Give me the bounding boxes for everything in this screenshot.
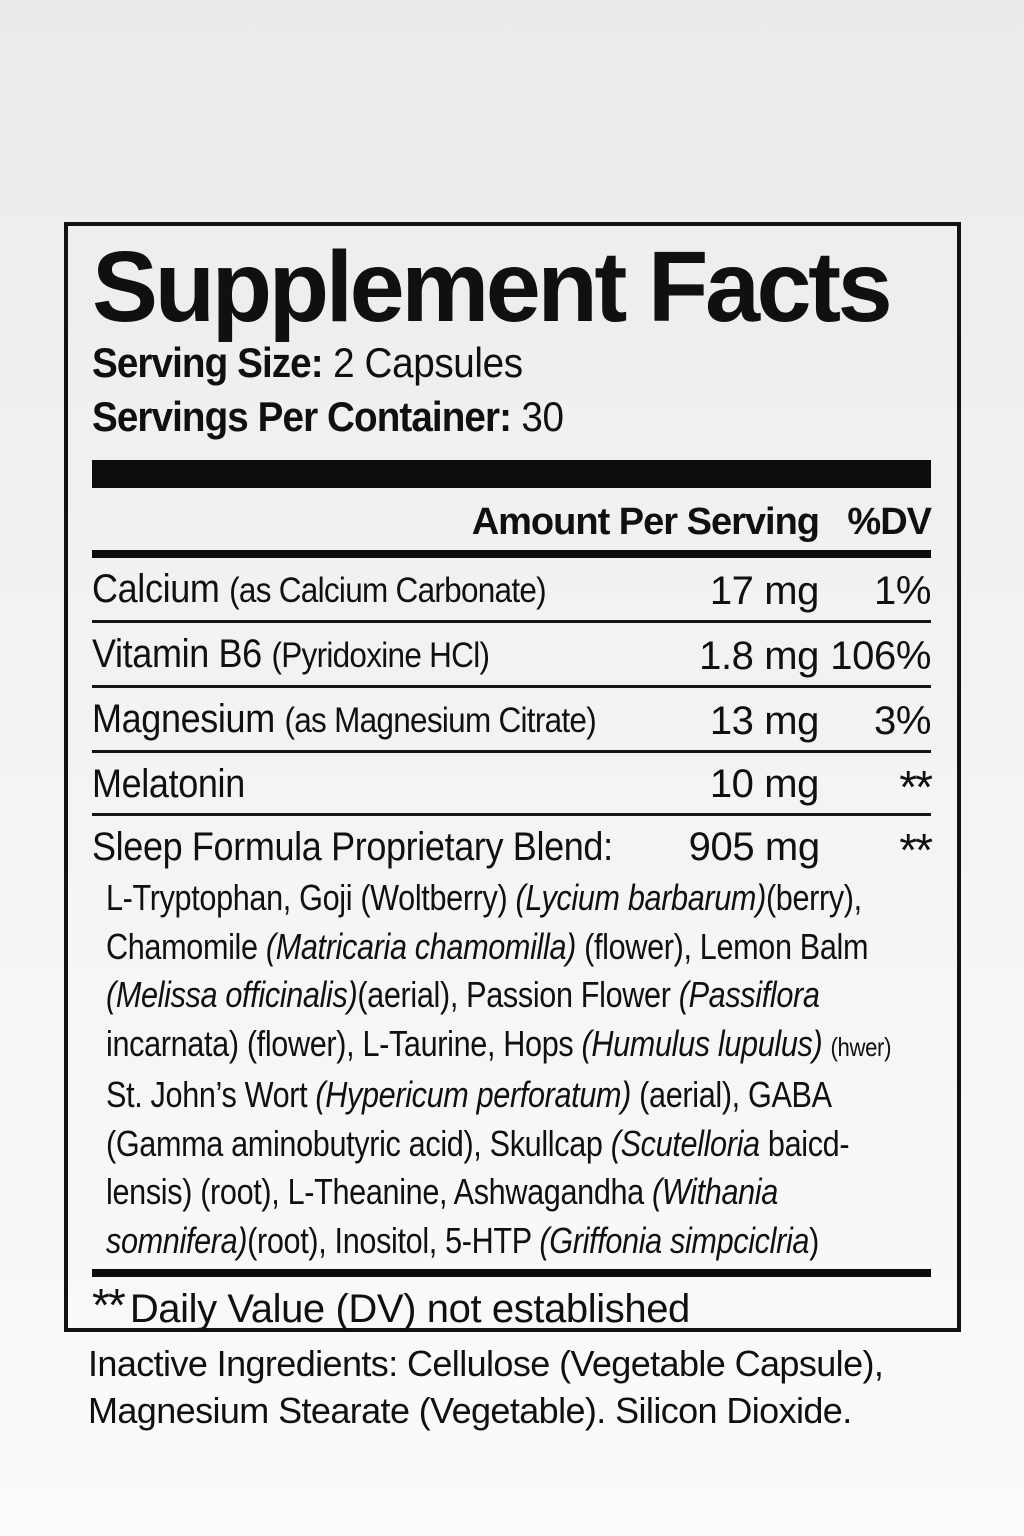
table-row: Magnesium (as Magnesium Citrate) 13 mg 3… (92, 688, 931, 753)
blend-ingredients-line: St. John’s Wort (Hypericum perforatum) (… (106, 1074, 832, 1115)
blend-ingredients-line: Chamomile (Matricaria chamomilla) (flowe… (106, 925, 869, 967)
serving-size-line: Serving Size: 2 Capsules (92, 336, 864, 390)
blend-ingredients-line: incarnata) (flower), L-Taurine, Hops (Hu… (106, 1022, 892, 1064)
nutrient-dv-asterisks: ** (899, 761, 933, 813)
nutrient-amount: 1.8 mg (699, 634, 819, 678)
amount-per-serving-header: Amount Per Serving (471, 501, 820, 543)
blend-ingredients-line: L-Tryptophan, Goji (Woltberry) (Lycium b… (106, 877, 862, 918)
nutrient-amount: 17 mg (709, 569, 820, 613)
nutrient-amount: 13 mg (709, 699, 820, 743)
table-row: Calcium (as Calcium Carbonate) 17 mg 1% (92, 558, 931, 623)
nutrient-name: Calcium (as Calcium Carbonate) (92, 567, 547, 611)
blend-name: Sleep Formula Proprietary Blend: (92, 825, 613, 869)
blend-ingredients-line: (Gamma aminobutyric acid), Skullcap (Scu… (106, 1122, 850, 1164)
servings-per-container-line: Servings Per Container: 30 (92, 390, 864, 444)
inactive-ingredients-line: Inactive Ingredients: Cellulose (Vegetab… (88, 1343, 884, 1384)
blend-ingredients-line: lensis) (root), L-Theanine, Ashwagandha … (106, 1171, 778, 1212)
section-divider-bar (92, 460, 931, 488)
table-row: Vitamin B6 (Pyridoxine HCl) 1.8 mg 106% (92, 623, 931, 688)
servings-per-container-label: Servings Per Container: (92, 393, 512, 440)
nutrient-source: (as Magnesium Citrate) (284, 701, 596, 740)
table-header-row: Amount Per Serving %DV (92, 488, 932, 558)
footnote-text: Daily Value (DV) not established (129, 1287, 690, 1331)
nutrient-source: (as Calcium Carbonate) (229, 571, 547, 610)
footnote-asterisks: ** (92, 1279, 126, 1331)
inactive-ingredients-line: Magnesium Stearate (Vegetable). Silicon … (88, 1390, 852, 1431)
blend-amount: 905 mg (688, 825, 820, 869)
nutrient-dv: 3% (873, 699, 931, 743)
blend-ingredients-line: (Melissa officinalis)(aerial), Passion F… (106, 974, 820, 1015)
nutrient-name: Magnesium (as Magnesium Citrate) (92, 697, 597, 741)
proprietary-blend-row: Sleep Formula Proprietary Blend: 905 mg … (92, 816, 933, 876)
servings-per-container-value: 30 (511, 393, 564, 440)
nutrient-amount: 10 mg (709, 762, 820, 806)
nutrient-dv: 106% (830, 634, 931, 678)
supplement-facts-panel: Supplement Facts Serving Size: 2 Capsule… (64, 222, 961, 1332)
serving-size-label: Serving Size: (92, 339, 324, 386)
percent-dv-header: %DV (847, 501, 932, 543)
nutrient-source: (Pyridoxine HCl) (271, 636, 490, 675)
daily-value-footnote: ** Daily Value (DV) not established (92, 1277, 931, 1333)
nutrient-dv: 1% (873, 569, 931, 613)
table-row: Melatonin 10 mg ** (92, 753, 933, 816)
blend-dv-asterisks: ** (899, 824, 933, 876)
blend-ingredients-paragraph: L-Tryptophan, Goji (Woltberry) (Lycium b… (92, 874, 931, 1265)
inactive-ingredients: Inactive Ingredients: Cellulose (Vegetab… (88, 1340, 948, 1434)
footnote-divider (92, 1269, 931, 1277)
nutrient-name: Melatonin (92, 762, 245, 806)
serving-size-value: 2 Capsules (322, 339, 523, 386)
blend-ingredients-line: somnifera)(root), Inositol, 5-HTP (Griff… (106, 1219, 819, 1261)
nutrient-name: Vitamin B6 (Pyridoxine HCl) (92, 632, 490, 676)
panel-title: Supplement Facts (92, 231, 893, 343)
